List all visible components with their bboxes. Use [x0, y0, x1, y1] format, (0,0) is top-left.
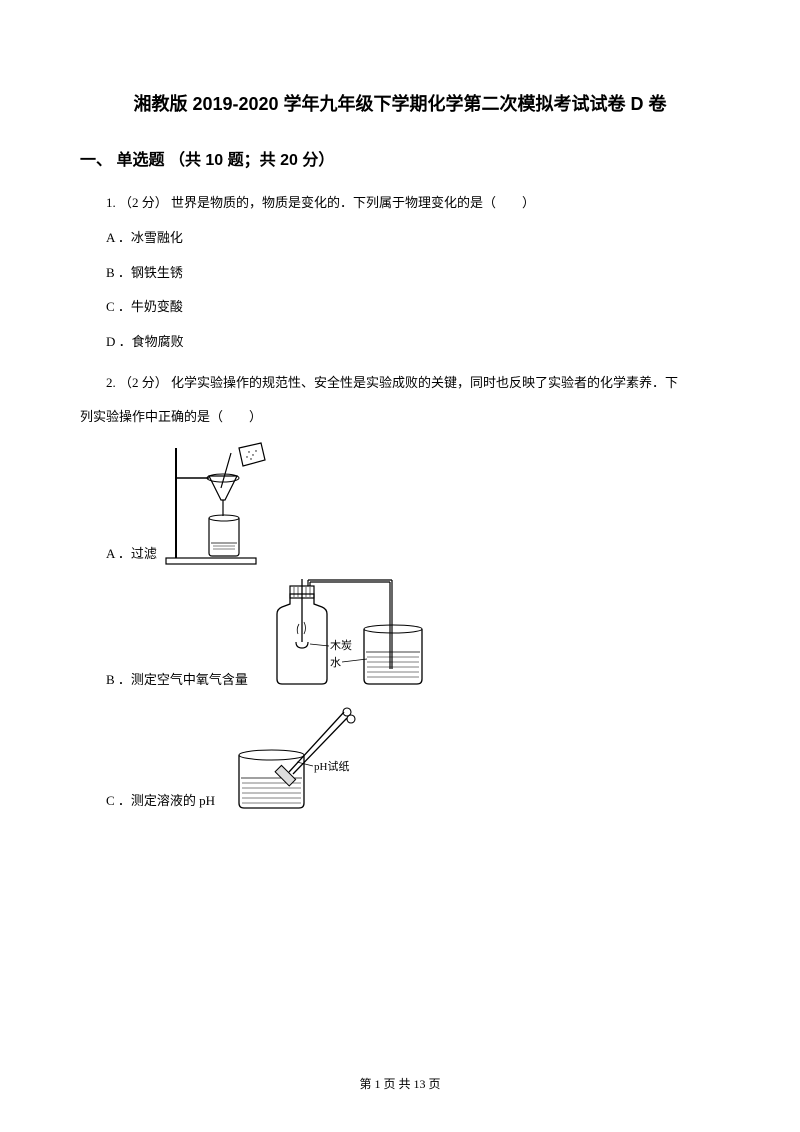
question-2: 2. （2 分） 化学实验操作的规范性、安全性是实验成败的关键，同时也反映了实验…: [80, 370, 720, 396]
q1-points: （2 分）: [119, 195, 168, 210]
ph-diagram: pH试纸: [219, 700, 389, 815]
page-footer: 第 1 页 共 13 页: [0, 1075, 800, 1092]
section-header: 一、 单选题 （共 10 题；共 20 分）: [80, 146, 720, 170]
q2-stem: 化学实验操作的规范性、安全性是实验成败的关键，同时也反映了实验者的化学素养．下: [171, 375, 678, 390]
q1-option-d: D ．食物腐败: [80, 328, 720, 357]
q2-option-c: C ．测定溶液的 pH: [80, 700, 720, 815]
filtration-diagram: [161, 438, 291, 568]
q1-stem: 世界是物质的，物质是变化的．下列属于物理变化的是（ ）: [171, 195, 535, 210]
q1-num: 1.: [106, 195, 116, 210]
section-number: 一、: [80, 152, 112, 169]
q2-stem-cont: 列实验操作中正确的是（ ）: [80, 404, 720, 430]
question-1: 1. （2 分） 世界是物质的，物质是变化的．下列属于物理变化的是（ ）: [80, 190, 720, 216]
ph-paper-label: pH试纸: [314, 760, 349, 773]
section-name: 单选题: [116, 152, 164, 169]
q1-option-a: A ．冰雪融化: [80, 224, 720, 253]
exam-title: 湘教版 2019-2020 学年九年级下学期化学第二次模拟考试试卷 D 卷: [80, 90, 720, 116]
q2-option-a: A ．过滤: [80, 438, 720, 568]
q2-c-text: C ．测定溶液的 pH: [80, 787, 215, 816]
q2-a-text: A ．过滤: [80, 540, 157, 569]
q2-b-text: B ．测定空气中氧气含量: [80, 666, 248, 695]
q2-option-b: B ．测定空气中氧气含量: [80, 574, 720, 694]
q2-num: 2.: [106, 375, 116, 390]
q2-points: （2 分）: [119, 375, 168, 390]
charcoal-label: 木炭: [330, 639, 352, 652]
q1-option-c: C ．牛奶变酸: [80, 293, 720, 322]
section-meta: （共 10 题；共 20 分）: [169, 152, 334, 169]
oxygen-measure-diagram: 木炭 水: [252, 574, 442, 694]
q1-option-b: B ．钢铁生锈: [80, 259, 720, 288]
water-label-b: 水: [330, 656, 341, 669]
